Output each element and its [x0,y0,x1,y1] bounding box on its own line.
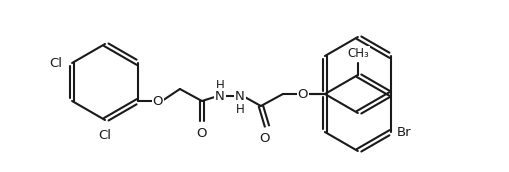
Text: H: H [235,103,244,116]
Text: Cl: Cl [49,56,62,69]
Text: Br: Br [396,126,411,138]
Text: CH₃: CH₃ [346,47,368,60]
Text: O: O [297,88,307,100]
Text: O: O [196,127,207,140]
Text: O: O [259,132,270,145]
Text: N: N [215,89,224,103]
Text: H: H [215,79,224,92]
Text: Cl: Cl [98,129,111,142]
Text: N: N [235,89,244,103]
Text: O: O [152,94,163,108]
